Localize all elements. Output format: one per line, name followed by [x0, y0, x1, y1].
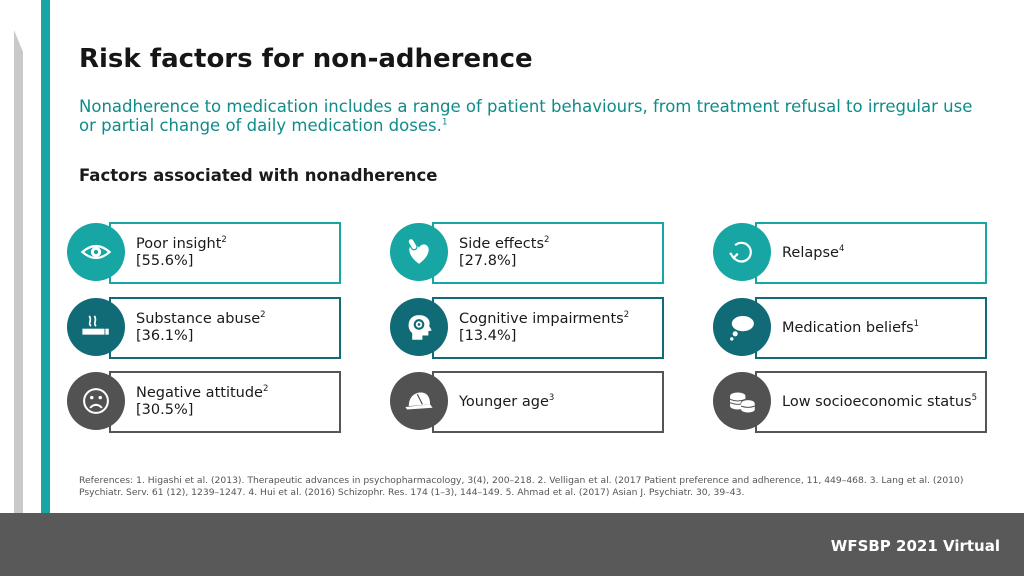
factor-name: Substance abuse [136, 311, 261, 327]
factor-box: Relapse4 [755, 222, 987, 284]
page-title: Risk factors for non-adherence [79, 44, 533, 74]
factor-box: Side effects2 [27.8%] [432, 222, 664, 284]
factor-side-effects: Side effects2 [27.8%] [390, 222, 670, 284]
factor-label: Low socioeconomic status5 [782, 392, 977, 411]
subtitle-text: Nonadherence to medication includes a ra… [79, 97, 973, 135]
footer-bar: WFSBP 2021 Virtual [0, 513, 1024, 576]
factor-poor-insight: Poor insight2 [55.6%] [67, 222, 347, 284]
eye-icon [67, 223, 125, 281]
factor-name: Cognitive impairments [459, 311, 624, 327]
factor-negative-attitude: Negative attitude2 [30.5%] [67, 371, 347, 433]
thought-bubble-icon [713, 298, 771, 356]
factor-reference: 2 [221, 235, 227, 246]
factor-name: Negative attitude [136, 385, 263, 401]
factor-label: Substance abuse2 [36.1%] [136, 311, 266, 345]
factor-label: Poor insight2 [55.6%] [136, 236, 227, 270]
factor-box: Negative attitude2 [30.5%] [109, 371, 341, 433]
factor-label: Younger age3 [459, 392, 555, 411]
factor-younger-age: Younger age3 [390, 371, 670, 433]
heart-pill-icon [390, 223, 448, 281]
factor-substance-abuse: Substance abuse2 [36.1%] [67, 297, 347, 359]
footer-event-label: WFSBP 2021 Virtual [830, 537, 1000, 555]
factor-reference: 2 [544, 235, 550, 246]
factor-label: Relapse4 [782, 243, 845, 262]
factor-name: Low socioeconomic status [782, 393, 972, 410]
factor-cognitive-impairments: Cognitive impairments2 [13.4%] [390, 297, 670, 359]
cycle-arrow-icon [713, 223, 771, 281]
factor-value: [36.1%] [136, 328, 194, 344]
cap-icon [390, 372, 448, 430]
factor-name: Medication beliefs [782, 319, 914, 336]
factor-medication-beliefs: Medication beliefs1 [713, 297, 993, 359]
factor-reference: 3 [548, 392, 555, 403]
coins-icon [713, 372, 771, 430]
cigarette-icon [67, 298, 125, 356]
factor-low-socioeconomic-status: Low socioeconomic status5 [713, 371, 993, 433]
factor-box: Medication beliefs1 [755, 297, 987, 359]
grey-edge-decoration [14, 30, 23, 576]
factor-label: Cognitive impairments2 [13.4%] [459, 311, 629, 345]
factor-label: Medication beliefs1 [782, 318, 920, 337]
section-heading: Factors associated with nonadherence [79, 166, 438, 185]
factor-reference: 1 [913, 318, 920, 329]
factor-label: Side effects2 [27.8%] [459, 236, 549, 270]
factor-name: Relapse [782, 244, 839, 261]
factor-relapse: Relapse4 [713, 222, 993, 284]
factor-reference: 2 [623, 310, 630, 321]
factor-box: Substance abuse2 [36.1%] [109, 297, 341, 359]
factor-value: [13.4%] [459, 328, 517, 344]
factor-value: [30.5%] [136, 402, 194, 418]
factor-value: [55.6%] [136, 253, 194, 269]
factor-reference: 5 [971, 392, 977, 403]
factor-label: Negative attitude2 [30.5%] [136, 385, 268, 419]
factor-box: Poor insight2 [55.6%] [109, 222, 341, 284]
teal-accent-bar [41, 0, 50, 576]
factor-box: Cognitive impairments2 [13.4%] [432, 297, 664, 359]
sad-face-icon [67, 372, 125, 430]
head-gear-icon [390, 298, 448, 356]
subtitle-reference: 1 [441, 117, 448, 128]
factor-reference: 4 [838, 243, 845, 254]
subtitle: Nonadherence to medication includes a ra… [79, 97, 989, 135]
references: References: 1. Higashi et al. (2013). Th… [79, 475, 964, 498]
factor-reference: 2 [260, 310, 266, 321]
factor-name: Poor insight [136, 236, 222, 252]
factor-name: Side effects [459, 236, 545, 252]
factor-box: Low socioeconomic status5 [755, 371, 987, 433]
factor-name: Younger age [459, 393, 549, 410]
factor-box: Younger age3 [432, 371, 664, 433]
factor-reference: 2 [262, 384, 269, 395]
factor-value: [27.8%] [459, 253, 517, 269]
